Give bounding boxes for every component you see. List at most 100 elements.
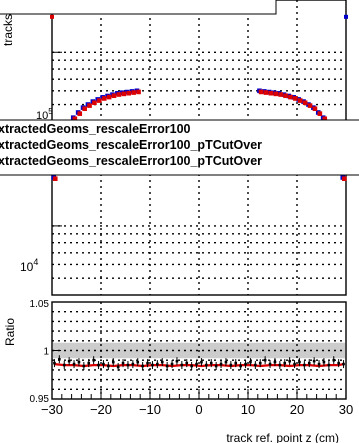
top-y-axis-label: tracks [1,14,15,46]
top-data-point [312,106,318,112]
ratio-data-point [160,360,164,364]
ratio-data-point [126,363,130,367]
top-data-point [268,90,274,96]
ratio-data-point [332,358,336,362]
ratio-data-point [156,362,159,366]
y-tick-1e4: 104 [20,257,38,274]
ratio-data-point [273,360,277,364]
ratio-data-point [53,361,56,365]
ratio-data-point [200,360,203,364]
x-tick-label: 30 [339,402,353,417]
ratio-data-point [244,362,247,366]
ratio-data-point [131,362,135,366]
legend-entry-2: xtractedGeoms_rescaleError100_pTCutOver [0,154,262,168]
ratio-data-point [268,362,272,366]
ratio-data-point [254,363,257,367]
ratio-data-point [224,360,228,364]
top-data-point [263,90,269,95]
ratio-data-point [278,363,282,367]
ratio-data-point [322,360,326,364]
top-edge-point [50,14,54,19]
ratio-data-point [327,363,331,367]
top-data-point [121,91,127,97]
ratio-data-point [229,363,233,367]
ratio-data-point [102,362,105,366]
ratio-data-point [337,361,340,365]
ratio-panel-points [53,355,345,371]
ratio-data-point [342,362,345,366]
top-data-point [288,94,293,100]
ratio-y-axis-label: Ratio [3,318,17,346]
ratio-data-point [293,362,296,366]
top-data-point [77,111,83,116]
top-data-point [116,92,122,97]
x-tick-label: −20 [90,402,112,417]
top-data-point [283,93,288,99]
ratio-data-point [288,359,291,363]
ratio-data-point [283,361,287,365]
top-data-point [131,90,136,95]
ratio-data-point [303,363,306,367]
x-axis-label: track ref. point z (cm) [226,431,339,443]
ratio-data-point [205,363,208,367]
ratio-data-point [170,362,174,366]
ratio-data-point [185,361,189,365]
ratio-data-point [146,361,149,365]
ratio-data-point [298,360,301,364]
ratio-data-point [121,361,125,365]
ratio-data-point [234,361,238,365]
ratio-data-point [116,365,120,369]
top-data-point [273,91,279,97]
x-tick-label: 20 [290,402,304,417]
ratio-y-tick-label: 1.05 [30,299,50,310]
legend-entry-0: xtractedGeoms_rescaleError100 [0,122,191,136]
x-tick-label: −10 [139,402,161,417]
ratio-data-point [180,363,184,367]
ratio-data-point [136,360,140,364]
ratio-data-point [97,363,100,367]
ratio-data-point [82,364,86,368]
ratio-data-point [58,357,61,361]
top-data-point [82,106,87,112]
ratio-data-point [151,363,154,367]
ratio-data-point [92,358,95,362]
top-data-point [52,176,58,182]
ratio-y-tick-label: 0.95 [30,394,50,405]
top-data-point [106,94,112,100]
ratio-data-point [307,361,311,365]
top-data-point [297,98,303,103]
ratio-y-tick-label: 1 [43,347,49,358]
ratio-data-point [175,359,179,363]
ratio-data-point [72,362,76,366]
top-data-point [97,98,102,103]
ratio-data-point [111,360,115,364]
ratio-data-point [258,361,262,365]
ratio-data-point [141,364,144,368]
top-data-point [136,89,141,95]
top-data-point [278,92,283,97]
top-data-point [258,89,264,95]
ratio-data-point [239,364,242,368]
top-data-point [317,111,323,116]
top-data-point [302,100,308,106]
ratio-data-point [209,361,213,365]
top-data-point [342,176,347,182]
ratio-data-point [249,360,252,364]
ratio-data-point [107,364,110,368]
top-data-point [92,100,97,106]
top-data-point [293,96,298,101]
top-data-point [87,103,92,108]
top-data-point [111,93,117,99]
top-data-point [72,116,78,122]
ratio-data-point [312,359,316,363]
top-data-point [101,96,107,101]
ratio-data-point [67,359,71,363]
ratio-data-point [219,362,223,366]
ratio-data-point [62,363,66,367]
ratio-data-point [263,358,267,362]
top-edge-point [344,14,348,19]
ratio-data-point [165,364,169,368]
legend-box [0,119,359,176]
ratio-x-ticks: −30 −20 −10 0 10 20 30 [41,389,353,417]
